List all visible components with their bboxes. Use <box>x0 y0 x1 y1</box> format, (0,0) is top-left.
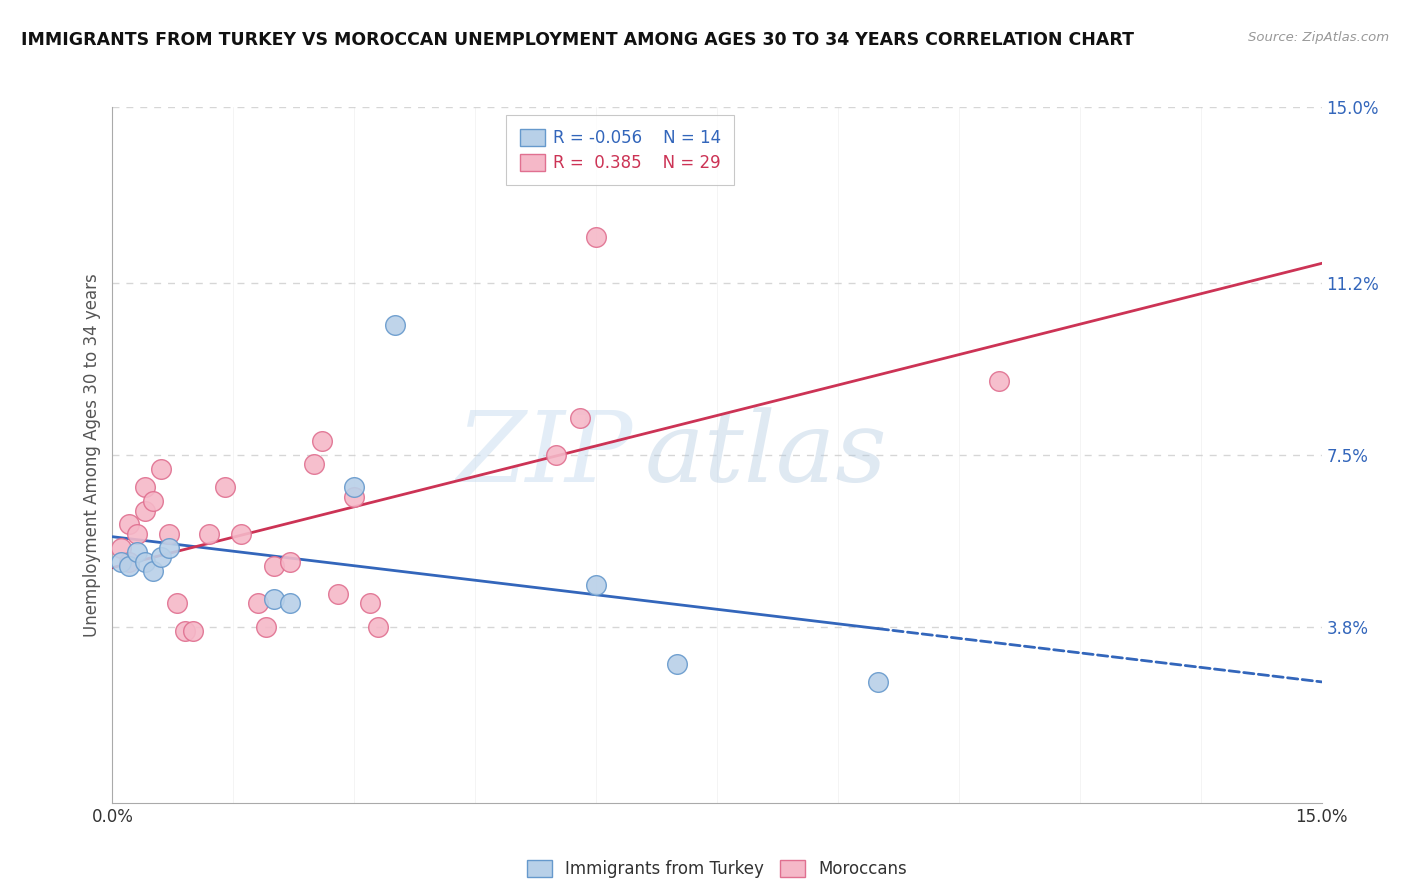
Point <box>988 374 1011 388</box>
Point <box>125 545 148 559</box>
Point <box>544 448 567 462</box>
Point <box>384 318 406 332</box>
Point <box>134 503 156 517</box>
Point <box>125 526 148 541</box>
Point <box>149 549 172 564</box>
Text: Source: ZipAtlas.com: Source: ZipAtlas.com <box>1249 31 1389 45</box>
Point <box>110 541 132 555</box>
Point <box>174 624 197 639</box>
Point <box>263 559 285 574</box>
Point <box>231 526 253 541</box>
Point <box>311 434 333 448</box>
Point <box>157 541 180 555</box>
Point <box>278 596 301 610</box>
Legend: Immigrants from Turkey, Moroccans: Immigrants from Turkey, Moroccans <box>520 854 914 885</box>
Point <box>198 526 221 541</box>
Point <box>328 587 350 601</box>
Point <box>665 657 688 671</box>
Point <box>157 526 180 541</box>
Point <box>343 490 366 504</box>
Point <box>117 559 139 574</box>
Point <box>343 480 366 494</box>
Text: IMMIGRANTS FROM TURKEY VS MOROCCAN UNEMPLOYMENT AMONG AGES 30 TO 34 YEARS CORREL: IMMIGRANTS FROM TURKEY VS MOROCCAN UNEMP… <box>21 31 1135 49</box>
Point <box>149 462 172 476</box>
Point <box>117 555 139 569</box>
Point <box>585 230 607 244</box>
Y-axis label: Unemployment Among Ages 30 to 34 years: Unemployment Among Ages 30 to 34 years <box>83 273 101 637</box>
Point <box>569 410 592 425</box>
Point <box>367 619 389 633</box>
Point <box>359 596 381 610</box>
Point <box>585 578 607 592</box>
Point <box>110 555 132 569</box>
Point <box>134 480 156 494</box>
Point <box>117 517 139 532</box>
Point <box>254 619 277 633</box>
Text: ZIP: ZIP <box>456 408 633 502</box>
Point <box>278 555 301 569</box>
Point <box>166 596 188 610</box>
Point <box>142 494 165 508</box>
Point <box>246 596 269 610</box>
Point <box>134 555 156 569</box>
Point <box>302 457 325 471</box>
Point <box>868 675 890 690</box>
Point <box>214 480 236 494</box>
Text: atlas: atlas <box>644 408 887 502</box>
Point <box>263 591 285 606</box>
Point <box>181 624 204 639</box>
Point <box>142 564 165 578</box>
